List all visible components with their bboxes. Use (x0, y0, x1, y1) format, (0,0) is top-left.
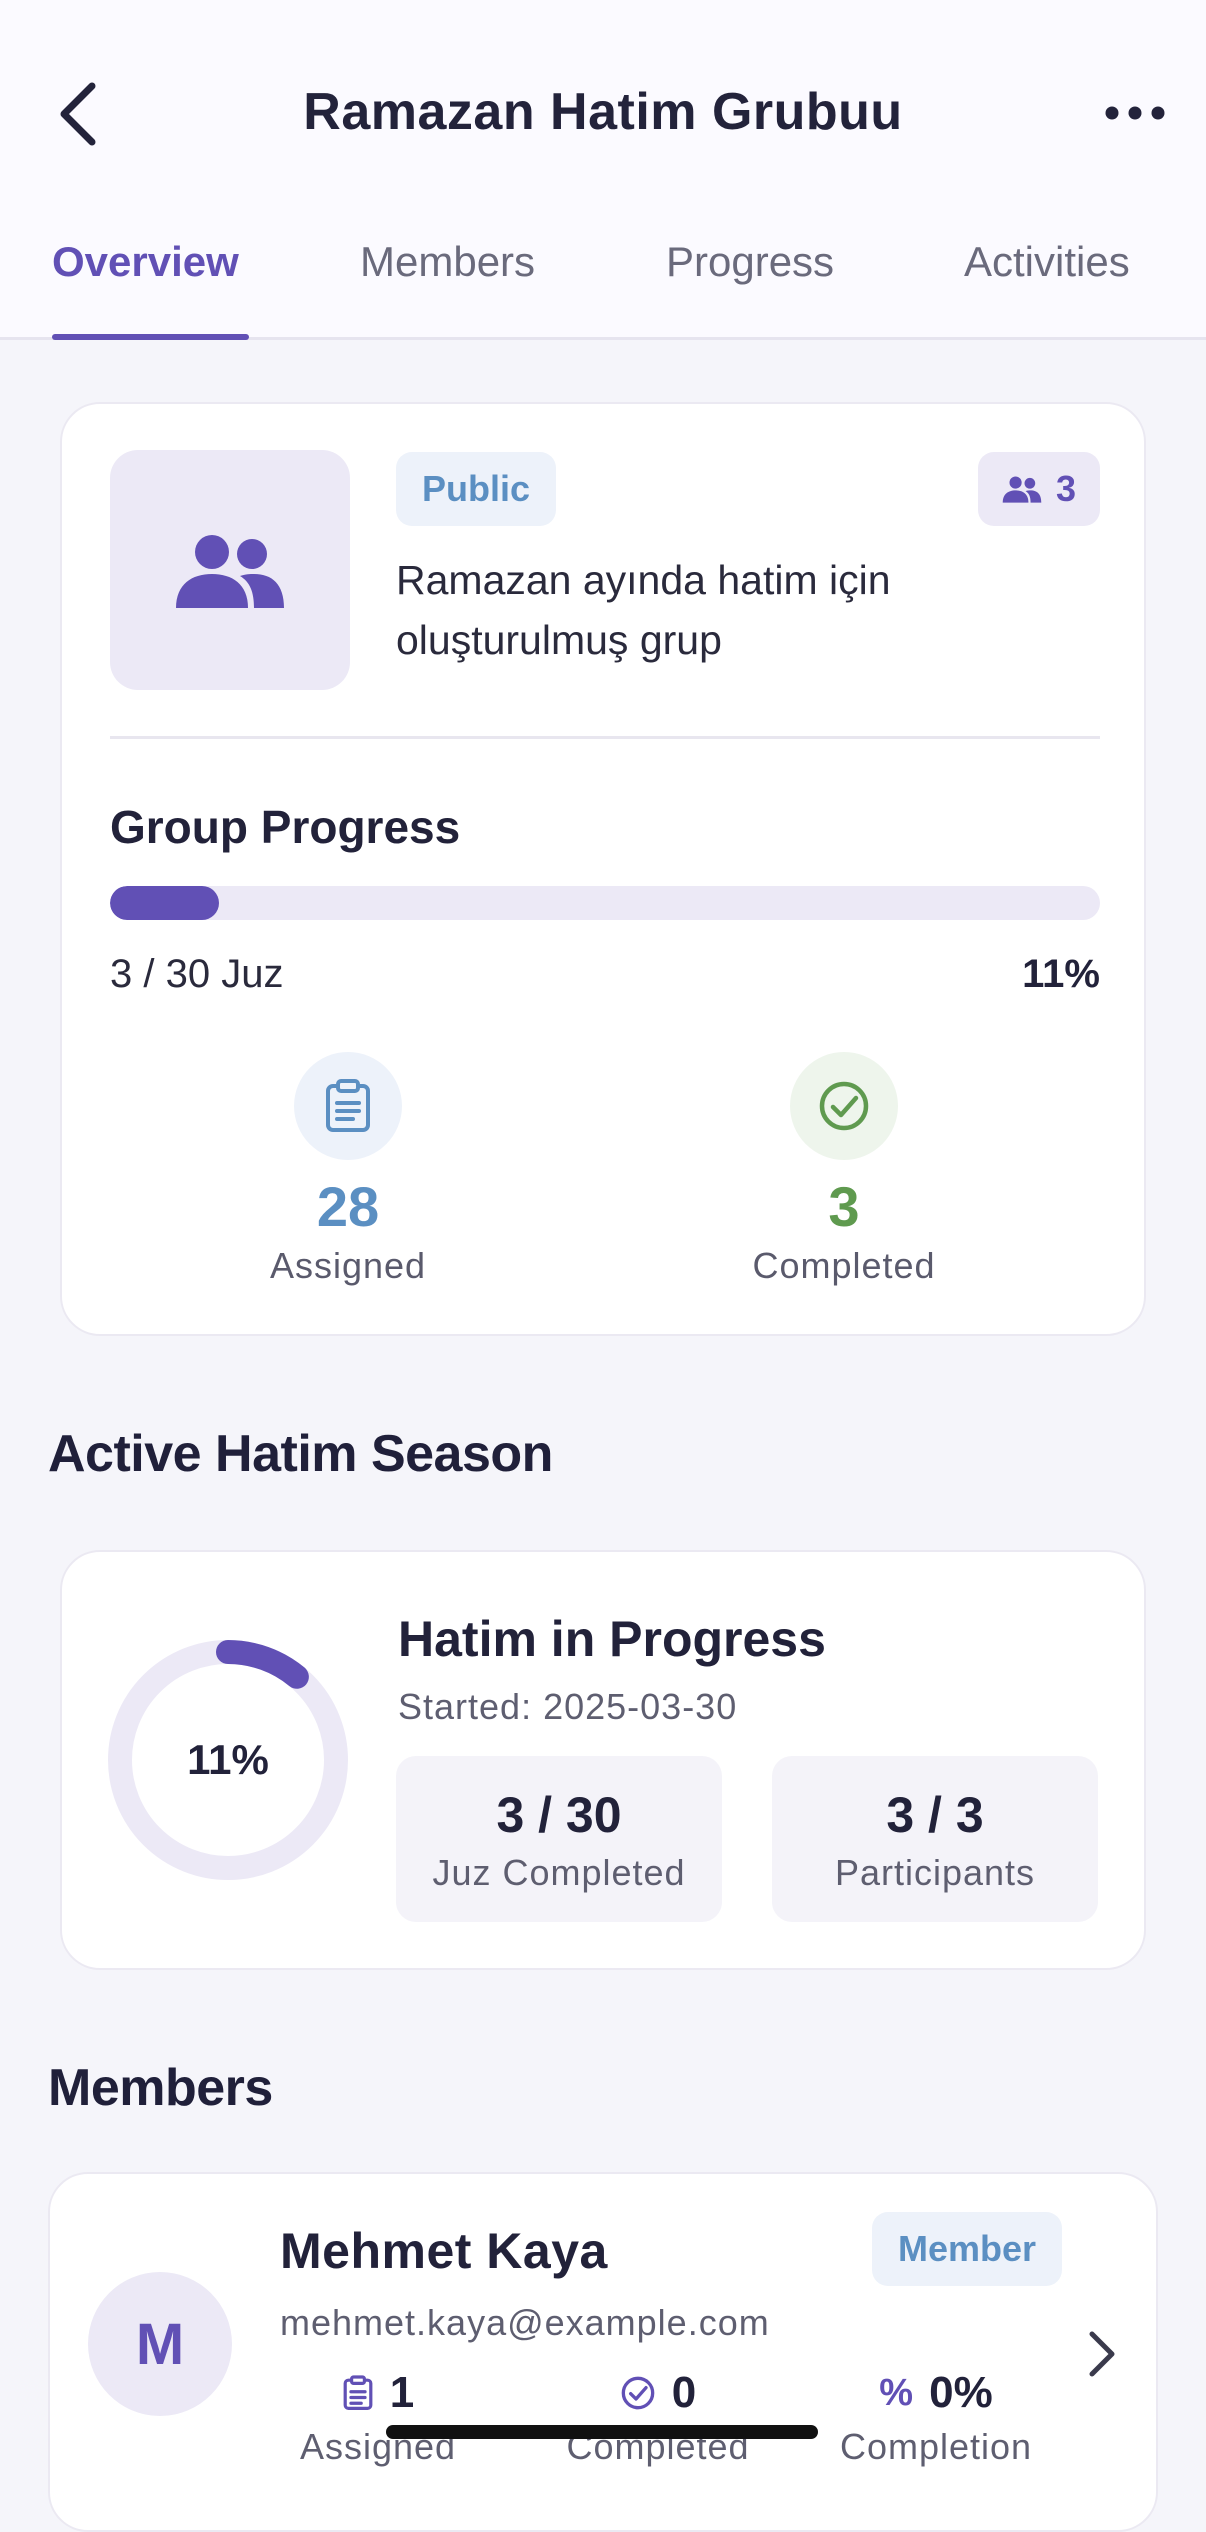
percent-icon: % (879, 2371, 914, 2414)
member-assigned-stat: 1 Assigned (248, 2368, 508, 2468)
completed-label: Completed (752, 1245, 936, 1286)
completed-count: 3 (828, 1175, 860, 1238)
group-progress-fill (110, 886, 219, 920)
juz-completed-value: 3 / 30 (496, 1787, 622, 1843)
member-email: mehmet.kaya@example.com (280, 2302, 770, 2343)
juz-completed-label: Juz Completed (432, 1852, 686, 1893)
member-count: 3 (1055, 468, 1076, 509)
visibility-badge: Public (396, 452, 557, 526)
assigned-label: Assigned (269, 1245, 427, 1286)
clipboard-icon (294, 1052, 402, 1160)
member-assigned-value: 1 (389, 2368, 415, 2417)
member-completed-value: 0 (671, 2368, 697, 2417)
season-card[interactable]: 11% Hatim in Progress Started: 2025-03-3… (60, 1550, 1146, 1970)
tab-activities[interactable]: Activities (964, 238, 1130, 285)
members-section-title: Members (48, 2059, 273, 2117)
member-completion-value: 0% (929, 2368, 993, 2417)
member-completion-stat: % 0% Completion (806, 2368, 1066, 2468)
ring-percent: 11% (187, 1736, 269, 1783)
season-title: Hatim in Progress (398, 1611, 826, 1667)
progress-percent: 11% (1022, 952, 1100, 996)
group-info-card: Public 3 Ramazan ayında hatim için oluşt… (60, 402, 1146, 1336)
season-start-date: Started: 2025-03-30 (398, 1686, 738, 1727)
participants-label: Participants (834, 1852, 1036, 1893)
group-description: Ramazan ayında hatim için oluşturulmuş g… (396, 557, 891, 663)
group-progress-title: Group Progress (110, 801, 461, 853)
tab-members[interactable]: Members (360, 238, 536, 285)
tab-progress[interactable]: Progress (666, 238, 835, 285)
group-people-icon (176, 535, 284, 608)
member-name: Mehmet Kaya (280, 2223, 608, 2279)
member-completed-stat: 0 Completed (528, 2368, 788, 2468)
page-title: Ramazan Hatim Grubuu (303, 83, 903, 141)
back-arrow-icon[interactable] (52, 78, 112, 150)
group-avatar (110, 450, 350, 690)
avatar: M (88, 2272, 232, 2416)
member-completion-label: Completion (839, 2426, 1033, 2467)
tab-overview[interactable]: Overview (52, 238, 239, 285)
assigned-stat: 28 Assigned (148, 1052, 548, 1287)
people-icon (1002, 476, 1042, 503)
app-header: Ramazan Hatim Grubuu Overview Members Pr… (0, 0, 1206, 340)
participants-box: 3 / 3 Participants (772, 1756, 1098, 1922)
juz-completed-box: 3 / 30 Juz Completed (396, 1756, 722, 1922)
active-tab-indicator (52, 334, 249, 340)
completed-stat: 3 Completed (644, 1052, 1044, 1287)
divider (110, 736, 1100, 739)
progress-count: 3 / 30 Juz (110, 952, 284, 996)
member-count-badge: 3 (977, 452, 1100, 526)
check-circle-icon (790, 1052, 898, 1160)
clipboard-icon (343, 2375, 373, 2410)
participants-value: 3 / 3 (886, 1787, 984, 1843)
group-progress-bar (110, 886, 1100, 920)
season-section-title: Active Hatim Season (48, 1425, 553, 1483)
role-badge: Member (872, 2212, 1063, 2286)
check-circle-icon (621, 2376, 655, 2410)
assigned-count: 28 (316, 1175, 380, 1238)
more-options-icon[interactable] (1100, 90, 1170, 136)
chevron-right-icon[interactable] (1082, 2324, 1122, 2384)
season-progress-ring: 11% (108, 1640, 348, 1880)
home-indicator (386, 2425, 818, 2439)
member-card[interactable]: M Mehmet Kaya Member mehmet.kaya@example… (48, 2172, 1158, 2532)
